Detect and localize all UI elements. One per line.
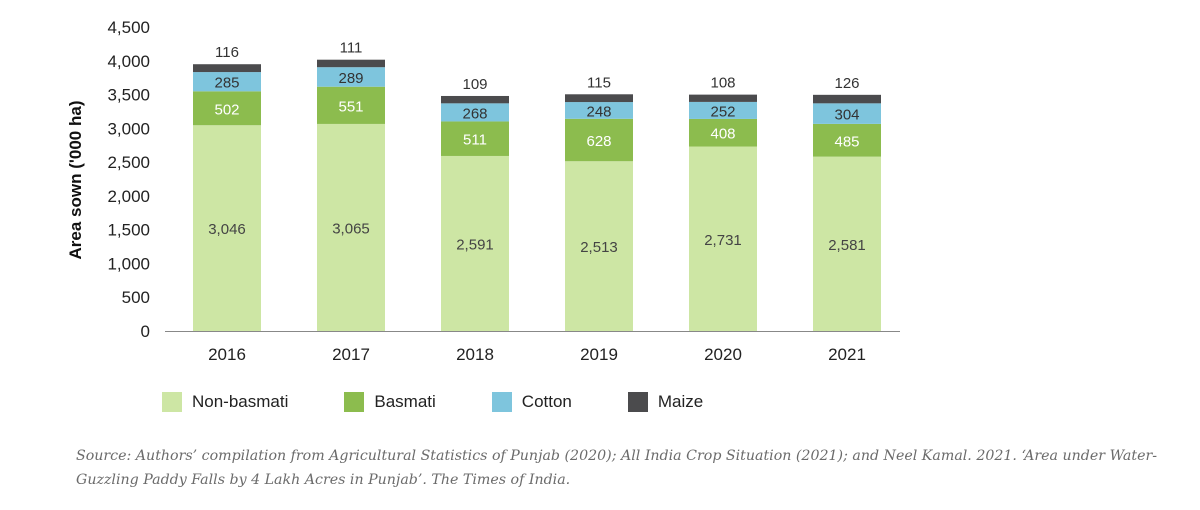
bar-segment-cotton [813, 103, 881, 124]
bar-group-2019: 2,513 628 248 115 [565, 74, 633, 331]
data-label: 628 [586, 133, 611, 150]
bar-segment-maize [565, 94, 633, 103]
y-tick-label: 0 [141, 322, 150, 341]
bar-segment-cotton [441, 103, 509, 122]
bar-segment-cotton [193, 72, 261, 92]
data-label: 248 [586, 103, 611, 120]
data-label: 116 [215, 44, 239, 61]
stacked-bar-chart: Area sown ('000 ha) 0 500 1,000 1,500 2,000 2… [66, 18, 900, 364]
legend-swatch [344, 392, 365, 412]
bar-segment-non-basmati [193, 125, 261, 332]
data-label: 285 [214, 75, 239, 92]
legend-item-basmati: Basmati [344, 392, 436, 412]
y-tick-label: 4,500 [107, 18, 150, 37]
bar-group-2020: 2,731 408 252 108 [689, 75, 757, 331]
bar-group-2018: 2,591 511 268 109 [441, 76, 509, 331]
y-tick-label: 3,500 [107, 86, 150, 105]
bar-segment-basmati [689, 118, 757, 147]
y-axis-title: Area sown ('000 ha) [66, 101, 85, 260]
y-tick-label: 500 [122, 288, 150, 307]
bar-segment-non-basmati [317, 123, 385, 331]
data-label: 252 [710, 103, 735, 120]
bars: 3,046 502 285 116 3,065 551 289 111 2,591 511 268 1… [193, 40, 881, 332]
bar-segment-non-basmati [441, 155, 509, 331]
x-tick-label: 2019 [580, 345, 618, 364]
data-label: 289 [338, 70, 363, 87]
y-tick-label: 3,000 [107, 119, 150, 138]
legend-item-maize: Maize [627, 392, 704, 412]
legend: Non-basmati Basmati Cotton Maize [162, 392, 759, 412]
bar-group-2021: 2,581 485 304 126 [813, 75, 881, 331]
y-tick-label: 2,500 [107, 153, 150, 172]
data-label: 3,065 [332, 220, 370, 237]
bar-segment-cotton [565, 102, 633, 119]
x-tick-label: 2017 [332, 345, 370, 364]
bar-segment-maize [317, 59, 385, 68]
legend-label: Basmati [374, 392, 436, 411]
data-label: 268 [462, 105, 487, 122]
data-label: 2,513 [580, 239, 618, 256]
bar-segment-basmati [813, 123, 881, 157]
x-tick-label: 2018 [456, 345, 494, 364]
data-label: 2,581 [828, 237, 866, 254]
data-label: 502 [214, 101, 239, 118]
y-tick-label: 2,000 [107, 187, 150, 206]
y-tick-label: 1,500 [107, 221, 150, 240]
bar-segment-basmati [441, 121, 509, 156]
bar-segment-maize [193, 64, 261, 73]
x-tick-label: 2021 [828, 345, 866, 364]
bar-segment-maize [813, 94, 881, 104]
legend-swatch [627, 392, 648, 412]
y-axis: 0 500 1,000 1,500 2,000 2,500 3,000 3,500 4,000 4… [107, 18, 150, 341]
x-tick-label: 2016 [208, 345, 246, 364]
legend-item-cotton: Cotton [491, 392, 572, 412]
source-note: Source: Authors’ compilation from Agricu… [76, 448, 1158, 488]
x-tick-label: 2020 [704, 345, 742, 364]
data-label: 109 [462, 76, 487, 93]
bar-group-2016: 3,046 502 285 116 [193, 44, 261, 332]
data-label: 551 [338, 98, 363, 115]
bar-segment-non-basmati [813, 156, 881, 331]
bar-segment-maize [689, 94, 757, 102]
bar-segment-basmati [317, 86, 385, 124]
legend-swatch [162, 392, 182, 412]
bar-segment-basmati [565, 118, 633, 162]
data-label: 126 [834, 75, 859, 92]
data-label: 408 [710, 126, 735, 143]
legend-item-non-basmati: Non-basmati [162, 392, 288, 412]
bar-segment-non-basmati [565, 161, 633, 331]
data-label: 485 [834, 133, 859, 150]
legend-label: Cotton [521, 392, 572, 411]
data-label: 2,591 [456, 236, 494, 253]
data-label: 115 [587, 74, 611, 91]
legend-swatch [491, 392, 512, 412]
bar-segment-basmati [193, 91, 261, 126]
data-label: 108 [710, 75, 735, 92]
bar-group-2017: 3,065 551 289 111 [317, 40, 385, 331]
data-label: 304 [834, 107, 859, 124]
x-axis: 2016 2017 2018 2019 2020 2021 [208, 345, 866, 364]
bar-segment-non-basmati [689, 146, 757, 331]
data-label: 2,731 [704, 232, 742, 249]
data-label: 511 [463, 132, 487, 149]
legend-label: Non-basmati [192, 392, 289, 411]
y-tick-label: 1,000 [107, 254, 150, 273]
bar-segment-maize [441, 95, 509, 104]
data-label: 3,046 [208, 221, 246, 238]
legend-label: Maize [657, 392, 704, 411]
bar-segment-cotton [689, 101, 757, 119]
data-label: 111 [340, 40, 363, 57]
y-tick-label: 4,000 [107, 52, 150, 71]
bar-segment-cotton [317, 67, 385, 87]
